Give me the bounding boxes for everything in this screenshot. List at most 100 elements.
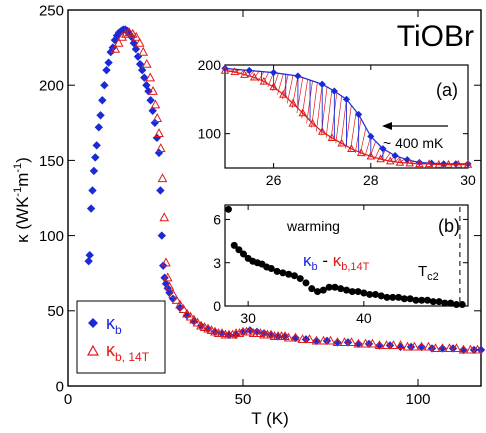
main-data-point-0	[189, 317, 199, 326]
inset-a-hatch-red	[335, 95, 342, 144]
inset-a-x-tick-label: 30	[460, 172, 476, 188]
main-data-point-1	[138, 46, 149, 56]
main-data-point-1	[168, 289, 178, 298]
main-y-tick-label: 200	[39, 78, 64, 95]
inset-a-data-point-0	[464, 160, 472, 168]
inset-a-data-point-0	[342, 95, 351, 103]
main-data-point-1	[304, 334, 315, 344]
inset-a-data-point-1	[376, 154, 385, 163]
main-data-point-0	[438, 344, 447, 353]
main-data-point-1	[458, 344, 469, 354]
inset-a-data-point-1	[434, 159, 444, 168]
inset-b-data-point-0	[383, 293, 391, 301]
main-data-point-1	[117, 31, 128, 41]
inset-b-data-point-0	[424, 296, 431, 304]
main-data-point-1	[472, 344, 483, 354]
main-data-point-1	[423, 341, 434, 351]
main-data-point-0	[94, 123, 103, 132]
inset-a-data-point-1	[298, 108, 308, 117]
inset-b-warming-label: warming	[286, 218, 340, 234]
inset-b-data-point-0	[412, 296, 420, 304]
inset-b-diff-left: κ	[303, 251, 312, 270]
main-x-tick-label: 0	[64, 391, 72, 408]
legend-label-kb-sub: b	[115, 323, 122, 337]
main-y-tick-label: 50	[47, 303, 64, 320]
main-data-point-0	[291, 333, 300, 343]
main-data-point-1	[388, 340, 399, 350]
inset-b-difference-label: κb - κb,14T	[303, 251, 370, 273]
inset-b-data-point-0	[267, 264, 275, 272]
inset-a-data-marks	[220, 64, 473, 168]
main-data-point-0	[131, 44, 141, 54]
main-data-point-0	[146, 96, 155, 105]
main-data-point-1	[161, 257, 171, 267]
inset-a-arrow-head	[382, 122, 392, 130]
main-data-point-1	[148, 85, 158, 95]
inset-a-arrow	[382, 122, 448, 130]
inset-a-data-point-0	[318, 80, 326, 88]
main-data-point-1	[325, 335, 336, 345]
inset-a-hatch-red	[306, 80, 313, 124]
inset-a-data-point-1	[269, 82, 278, 91]
main-data-point-1	[367, 338, 378, 348]
main-data-point-1	[430, 343, 441, 353]
main-data-point-1	[175, 299, 185, 309]
inset-a-data-point-1	[230, 67, 239, 76]
inset-a-data-point-0	[221, 64, 229, 73]
main-data-point-1	[381, 340, 392, 350]
inset-b-data-point-0	[377, 292, 385, 300]
inset-b-data-point-0	[343, 286, 350, 294]
legend: κb κb, 14T	[76, 300, 166, 374]
main-data-point-0	[138, 65, 147, 75]
main-data-point-0	[152, 133, 162, 143]
main-data-point-1	[360, 338, 371, 348]
inset-a-data-point-1	[424, 159, 434, 168]
main-data-point-0	[96, 111, 105, 120]
inset-a-data-point-1	[463, 159, 473, 168]
inset-b-data-point-0	[285, 270, 293, 278]
main-data-point-1	[152, 113, 163, 122]
main-data-point-1	[437, 343, 448, 353]
main-ticks	[67, 9, 481, 387]
main-data-point-1	[234, 328, 245, 338]
main-data-point-0	[89, 166, 99, 176]
inset-b-data-point-0	[366, 290, 374, 298]
main-y-tick-label: 150	[39, 153, 64, 170]
main-data-point-0	[88, 186, 97, 195]
inset-a-hatch-red	[340, 99, 347, 147]
inset-b-data-marks	[224, 205, 466, 309]
inset-b-data-point-0	[418, 296, 426, 304]
main-data-point-0	[133, 52, 143, 61]
main-data-point-1	[353, 338, 364, 348]
main-data-point-1	[134, 37, 145, 47]
main-tick-labels: 0 50 100 0 50 100 150 200 250	[39, 2, 431, 408]
inset-a-data-point-1	[220, 65, 230, 74]
inset-a-y-tick-label: 200	[198, 57, 222, 73]
inset-a-data-point-1	[259, 76, 269, 85]
main-data-point-0	[354, 339, 363, 349]
inset-a-data-point-0	[294, 72, 302, 80]
inset-b-data-point-0	[371, 290, 379, 298]
inset-b-diff-left-sub: b	[312, 261, 318, 273]
inset-a: 26 28 30 100 200 (a) ~ 400 mK	[198, 57, 476, 188]
inset-a-data-point-1	[249, 72, 259, 81]
legend-label-kb: κb	[106, 313, 122, 337]
main-data-point-0	[86, 204, 96, 213]
inset-a-data-point-1	[454, 159, 463, 168]
main-data-point-1	[311, 335, 322, 345]
inset-a-tick-labels: 26 28 30 100 200	[198, 57, 476, 188]
main-data-point-0	[100, 81, 109, 90]
y-axis-label-exp1: -1	[12, 187, 24, 197]
main-data-point-1	[402, 341, 413, 351]
main-data-point-0	[142, 81, 151, 90]
legend-label-kb-symbol: κ	[106, 313, 116, 333]
inset-a-data-point-0	[415, 158, 423, 167]
legend-box	[76, 300, 166, 374]
inset-b-data-point-0	[224, 205, 232, 213]
main-data-point-1	[332, 337, 343, 347]
inset-b-y-tick-label: 0	[213, 298, 221, 314]
inset-a-data-point-1	[308, 118, 317, 127]
main-data-point-0	[168, 294, 178, 303]
main-data-point-1	[444, 343, 455, 353]
inset-a-hatch-red	[364, 136, 372, 157]
